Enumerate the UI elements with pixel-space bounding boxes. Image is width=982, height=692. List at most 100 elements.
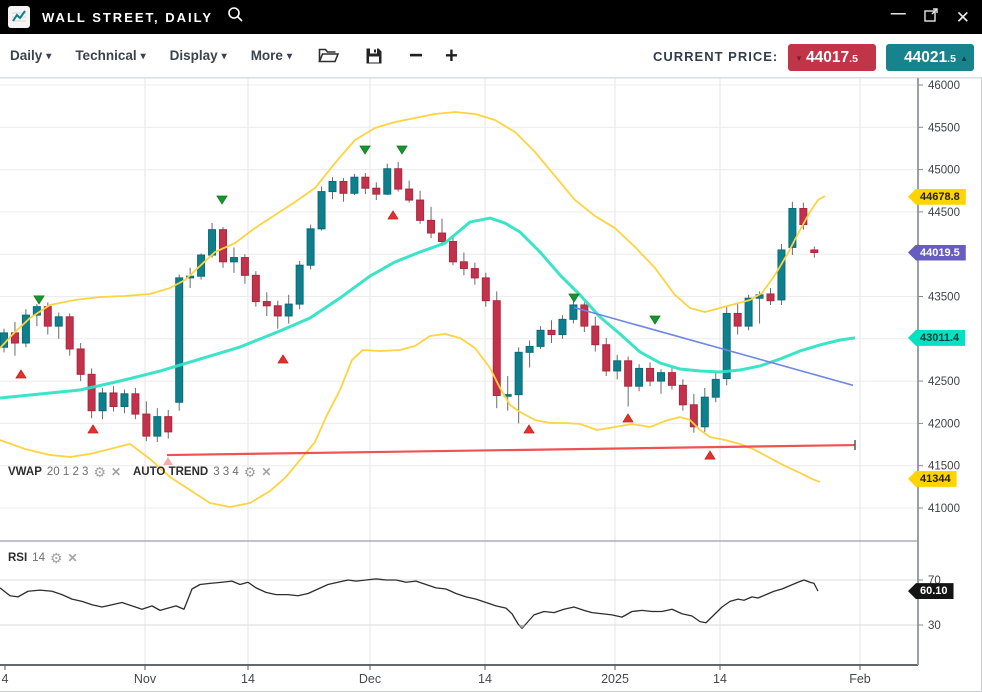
candle bbox=[339, 180, 348, 194]
rsi-indicator-label: RSI 14 ⚙ ✕ bbox=[8, 551, 78, 565]
menu-more[interactable]: More ▾ bbox=[250, 48, 292, 63]
vwap-indicator-label: VWAP 20 1 2 3 ⚙ ✕ bbox=[8, 465, 121, 479]
price-axis-label: 41000 bbox=[928, 503, 960, 515]
close-icon[interactable]: ✕ bbox=[67, 551, 78, 565]
arrow-up-icon: ▲ bbox=[960, 54, 968, 63]
candle bbox=[580, 304, 589, 327]
current-price-label: CURRENT PRICE: bbox=[653, 49, 779, 64]
candle bbox=[667, 372, 676, 386]
candle bbox=[591, 325, 600, 346]
vwap-upper-band-line bbox=[0, 111, 826, 349]
buy-signal-icon bbox=[387, 210, 399, 220]
time-axis-label: 4 bbox=[2, 672, 9, 686]
candle bbox=[284, 303, 293, 317]
candle bbox=[536, 329, 545, 347]
candle bbox=[273, 305, 282, 317]
price-tag: 43011.4 bbox=[908, 329, 966, 346]
time-axis-label: Dec bbox=[359, 672, 381, 686]
time-axis-label: Nov bbox=[134, 672, 157, 686]
price-axis-label: 45000 bbox=[928, 165, 960, 177]
candle bbox=[481, 277, 490, 302]
vwap-mid-line bbox=[0, 216, 856, 400]
zoom-out-button[interactable]: − bbox=[408, 41, 423, 69]
candle bbox=[438, 232, 446, 243]
popout-button[interactable] bbox=[923, 7, 939, 28]
price-tag: 41344 bbox=[908, 470, 957, 487]
price-tag: 44019.5 bbox=[908, 244, 966, 261]
close-icon[interactable]: ✕ bbox=[111, 465, 122, 479]
menu-display[interactable]: Display ▾ bbox=[169, 48, 227, 63]
zoom-in-button[interactable]: + bbox=[445, 42, 458, 68]
sell-signal-icon bbox=[396, 145, 408, 155]
candle bbox=[350, 176, 359, 194]
candle bbox=[744, 297, 753, 327]
candle bbox=[131, 393, 140, 415]
candle bbox=[98, 392, 107, 412]
candle bbox=[700, 396, 709, 428]
sell-price-button[interactable]: ▼ 44017.5 bbox=[788, 44, 876, 71]
rsi-axis-label: 30 bbox=[928, 620, 941, 632]
indicator-name: AUTO TREND bbox=[133, 466, 209, 478]
sell-signal-icon bbox=[216, 195, 228, 205]
candle bbox=[427, 219, 436, 234]
close-icon[interactable]: ✕ bbox=[261, 465, 272, 479]
candle bbox=[175, 277, 184, 403]
price-axis-label: 42000 bbox=[928, 418, 960, 430]
time-axis-label: Feb bbox=[849, 672, 871, 686]
candle bbox=[43, 306, 52, 327]
menu-technical[interactable]: Technical ▾ bbox=[75, 48, 146, 63]
candle bbox=[306, 228, 315, 266]
minimize-button[interactable]: — bbox=[890, 5, 906, 22]
candle bbox=[21, 314, 30, 344]
app-logo-icon bbox=[8, 6, 30, 28]
price-tag: 44678.8 bbox=[908, 188, 966, 205]
gear-icon[interactable]: ⚙ bbox=[49, 550, 63, 566]
close-button[interactable]: ✕ bbox=[955, 7, 970, 27]
buy-price-button[interactable]: 44021.5 ▲ bbox=[886, 44, 974, 71]
time-axis-label: 2025 bbox=[601, 672, 629, 686]
gear-icon[interactable]: ⚙ bbox=[243, 464, 257, 480]
trendline-up[interactable] bbox=[166, 443, 856, 457]
buy-signal-icon bbox=[87, 424, 99, 434]
candle bbox=[240, 257, 249, 276]
menu-timeframe[interactable]: Daily ▾ bbox=[10, 48, 52, 63]
rsi-value-tag: 60.10 bbox=[908, 583, 954, 600]
candle bbox=[394, 168, 403, 190]
candle bbox=[416, 199, 425, 221]
candle bbox=[788, 208, 797, 248]
candle bbox=[613, 360, 622, 372]
candle bbox=[459, 261, 468, 270]
time-axis-label: 14 bbox=[713, 672, 727, 686]
candle bbox=[678, 384, 687, 406]
time-axis-label: 14 bbox=[241, 672, 255, 686]
buy-signal-icon bbox=[704, 450, 716, 460]
indicator-params: 20 1 2 3 bbox=[46, 466, 89, 478]
candle bbox=[569, 304, 578, 320]
candle bbox=[164, 416, 173, 433]
trendline-down[interactable] bbox=[573, 306, 854, 387]
candle bbox=[361, 176, 370, 189]
indicator-params: 3 3 4 bbox=[213, 466, 239, 478]
title-bar: WALL STREET, DAILY — ✕ bbox=[0, 0, 982, 34]
candle bbox=[229, 257, 238, 263]
candle bbox=[810, 249, 819, 254]
candle bbox=[777, 249, 786, 301]
candle bbox=[295, 264, 304, 305]
search-icon[interactable] bbox=[227, 6, 244, 28]
save-icon[interactable] bbox=[365, 47, 383, 65]
vwap-lower-band-line bbox=[0, 333, 821, 508]
buy-signal-icon bbox=[15, 369, 27, 379]
candle bbox=[657, 372, 665, 382]
chevron-down-icon: ▾ bbox=[221, 51, 227, 62]
candle bbox=[624, 360, 633, 387]
open-folder-icon[interactable] bbox=[318, 47, 339, 64]
sell-signal-icon bbox=[33, 295, 45, 305]
price-axis-label: 42500 bbox=[928, 376, 960, 388]
candle bbox=[405, 188, 414, 201]
candle bbox=[766, 293, 775, 302]
rsi-oversold-fill bbox=[519, 625, 525, 629]
candle bbox=[383, 168, 392, 195]
gear-icon[interactable]: ⚙ bbox=[93, 464, 107, 480]
